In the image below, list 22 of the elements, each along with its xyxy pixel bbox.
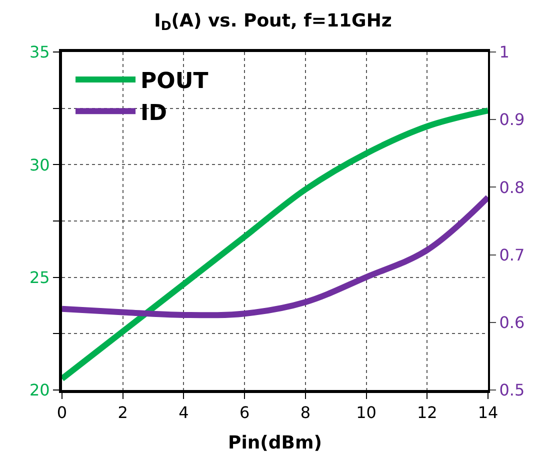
- y2-tick-label: 0.7: [499, 245, 525, 264]
- x-tick-label: 0: [56, 403, 68, 422]
- x-tick-label: 4: [178, 403, 189, 422]
- x-tick-label: 10: [356, 403, 376, 422]
- y-tick-label: 35: [29, 42, 50, 62]
- x-tick-label: 2: [118, 403, 128, 422]
- legend-label: POUT: [140, 69, 208, 94]
- x-axis-title: Pin(dBm): [228, 432, 322, 454]
- x-tick-label: 12: [416, 403, 438, 422]
- y2-tick-label: 0.9: [499, 110, 525, 130]
- y2-tick-label: 0.8: [499, 178, 525, 197]
- y2-tick-label: 0.5: [499, 380, 525, 400]
- legend-label: ID: [140, 100, 167, 126]
- y-tick-label: 30: [29, 155, 50, 174]
- y-tick-label: 20: [29, 380, 50, 400]
- x-tick-label: 6: [239, 403, 250, 422]
- x-tick-label: 14: [478, 403, 498, 422]
- chart-title: I$_{D}$(A) vs. Pout, f=11GHz: [154, 10, 392, 34]
- y-tick-label: 25: [29, 268, 50, 287]
- x-tick-label: 8: [300, 403, 311, 422]
- y2-tick-label: 1: [499, 42, 510, 62]
- y2-tick-label: 0.6: [499, 313, 525, 332]
